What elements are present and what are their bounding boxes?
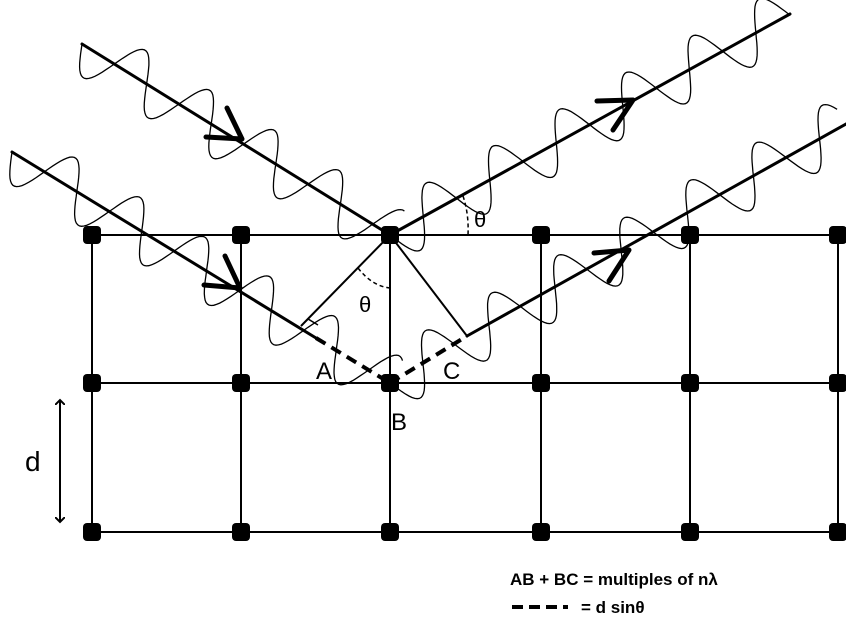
direction-arrows <box>201 97 636 291</box>
right-angle-a <box>300 318 319 327</box>
perpendicular-to-a <box>300 234 391 327</box>
arrow-incident-top <box>203 105 245 142</box>
wave-incident-bottom <box>9 151 404 386</box>
reflected-ray-bottom <box>465 122 846 338</box>
label-angle-reflected: θ <box>474 207 486 232</box>
lattice-point <box>381 226 399 244</box>
arrow-reflected-bottom <box>591 247 632 284</box>
bragg-equation: AB + BC = multiples of nλ <box>510 570 718 589</box>
label-spacing-d: d <box>25 446 41 477</box>
label-point-a: A <box>316 358 332 385</box>
lattice-point <box>381 523 399 541</box>
lattice-point <box>232 523 250 541</box>
lattice-point <box>532 523 550 541</box>
perpendicular-to-c <box>389 234 468 337</box>
lattice-point <box>829 523 846 541</box>
lattice-point <box>829 374 846 392</box>
arrow-reflected-top <box>594 97 636 133</box>
angle-arc-reflected <box>462 195 469 236</box>
lattice-point <box>83 374 101 392</box>
angle-arcs <box>357 195 469 289</box>
lattice-point <box>829 226 846 244</box>
label-angle-incident: θ <box>359 292 371 317</box>
lattice-point <box>681 374 699 392</box>
lattice-point <box>681 226 699 244</box>
label-point-c: C <box>443 358 460 385</box>
reflected-ray-top <box>388 12 792 237</box>
lattice-point <box>532 374 550 392</box>
wave-incident-top <box>78 43 405 240</box>
arrow-incident-bottom <box>201 253 243 291</box>
lattice-point <box>83 523 101 541</box>
construction-lines <box>300 234 468 337</box>
angle-arc-incident <box>357 267 391 289</box>
lattice-point <box>232 226 250 244</box>
segment-ab <box>314 336 392 385</box>
lattice-points <box>83 226 846 541</box>
lattice-point <box>681 523 699 541</box>
lattice-point <box>83 226 101 244</box>
label-point-b: B <box>391 409 407 436</box>
legend-dashed-text: = d sinθ <box>581 598 645 617</box>
x-ray-beams <box>10 12 846 340</box>
lattice-point <box>381 374 399 392</box>
segment-bc <box>388 334 469 385</box>
lattice-point <box>532 226 550 244</box>
incident-ray-bottom <box>10 150 318 340</box>
right-angle-markers <box>300 318 319 327</box>
path-difference-dashed <box>314 334 469 385</box>
lattice-point <box>232 374 250 392</box>
